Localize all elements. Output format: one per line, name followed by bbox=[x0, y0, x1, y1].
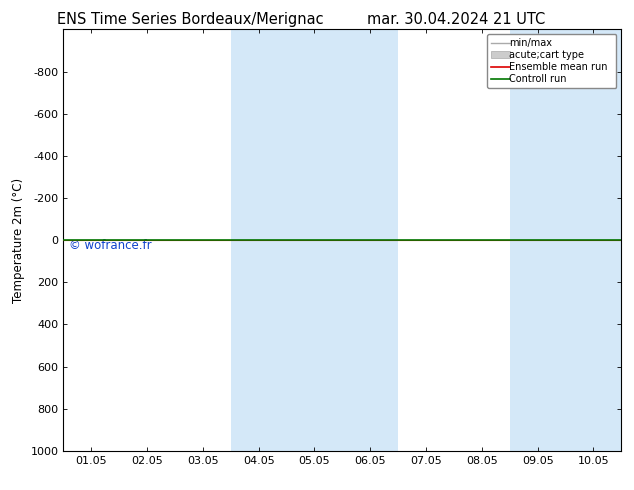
Text: mar. 30.04.2024 21 UTC: mar. 30.04.2024 21 UTC bbox=[367, 12, 546, 27]
Bar bbox=[231, 29, 398, 451]
Y-axis label: Temperature 2m (°C): Temperature 2m (°C) bbox=[12, 177, 25, 303]
Text: © wofrance.fr: © wofrance.fr bbox=[69, 239, 152, 252]
Text: ENS Time Series Bordeaux/Merignac: ENS Time Series Bordeaux/Merignac bbox=[57, 12, 323, 27]
Legend: min/max, acute;cart type, Ensemble mean run, Controll run: min/max, acute;cart type, Ensemble mean … bbox=[487, 34, 616, 88]
Bar bbox=[510, 29, 621, 451]
